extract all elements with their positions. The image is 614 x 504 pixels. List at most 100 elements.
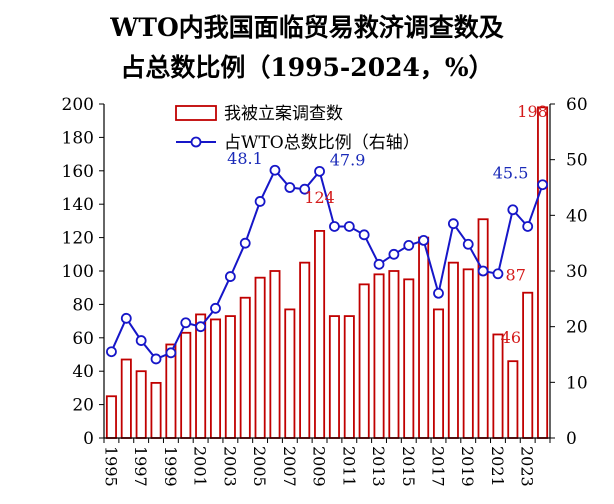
bar <box>447 261 459 439</box>
right-axis-tick-label: 50 <box>566 151 588 171</box>
x-axis-tick-label: 2007 <box>280 446 299 487</box>
bar <box>299 261 311 439</box>
right-axis: 0 10 20 30 40 50 60 <box>549 95 588 449</box>
left-axis-tick-label: 200 <box>62 95 94 115</box>
ratio-point <box>433 287 444 299</box>
bar <box>358 283 370 439</box>
left-axis-tick-label: 180 <box>62 128 94 148</box>
ratio-point <box>195 321 207 333</box>
legend-line-marker <box>190 136 202 148</box>
bar <box>314 230 326 439</box>
left-axis-tick-label: 100 <box>62 262 94 282</box>
ratio-point <box>165 347 177 359</box>
right-axis-tick-label: 60 <box>566 95 588 115</box>
left-axis-tick-label: 120 <box>62 229 94 249</box>
ratio-point <box>329 221 340 232</box>
bar <box>239 296 251 439</box>
right-axis-tick-label: 0 <box>566 429 577 449</box>
ratio-point <box>210 302 221 314</box>
x-axis-tick-label: 2009 <box>310 446 329 487</box>
chart-title-line1: WTO内我国面临贸易救济调查数及 <box>110 13 504 42</box>
ratio-point <box>537 179 548 191</box>
x-axis-tick-label: 2003 <box>220 446 239 487</box>
ratio-point <box>388 248 400 260</box>
bar <box>105 395 117 439</box>
left-axis-tick-label: 160 <box>62 162 94 182</box>
legend-bar-label: 我被立案调查数 <box>224 104 343 124</box>
x-axis-tick-label: 2019 <box>458 446 477 487</box>
line-data-label: 45.5 <box>493 164 529 183</box>
ratio-point <box>492 268 504 280</box>
line-series <box>106 164 548 365</box>
ratio-point <box>254 196 266 207</box>
left-axis-tick-label: 20 <box>72 396 94 416</box>
bar <box>269 270 281 439</box>
x-axis-tick-label: 2013 <box>369 446 388 487</box>
bar <box>522 291 534 439</box>
x-axis-tick-label: 2023 <box>518 446 537 487</box>
bar <box>462 268 474 439</box>
bar <box>224 315 236 439</box>
ratio-point <box>239 237 251 249</box>
bar-data-label: 87 <box>506 266 526 285</box>
ratio-point <box>269 164 281 176</box>
ratio-point <box>462 238 474 250</box>
x-axis-tick-label: 2021 <box>488 446 507 487</box>
right-axis-tick-label: 10 <box>566 373 588 393</box>
line-data-label: 48.1 <box>227 149 263 168</box>
left-axis-tick-label: 60 <box>72 329 94 349</box>
bar <box>195 313 207 439</box>
left-axis-tick-label: 80 <box>72 295 94 315</box>
data-labels: 124 46 87 198 48.1 47.9 45.5 <box>227 102 548 347</box>
ratio-point <box>522 221 534 232</box>
legend-line-label: 占WTO总数比例（右轴） <box>224 133 420 153</box>
x-axis-tick-label: 1999 <box>161 446 180 487</box>
x-axis-tick-label: 2005 <box>250 446 269 487</box>
ratio-point <box>477 265 489 277</box>
legend-bar-swatch <box>175 105 217 121</box>
bar <box>432 308 445 439</box>
bar-data-label: 124 <box>304 188 335 207</box>
ratio-point <box>150 353 162 365</box>
ratio-point <box>373 258 385 270</box>
bar <box>477 218 489 439</box>
x-axis-tick-label: 1995 <box>101 446 120 487</box>
right-axis-tick-label: 30 <box>566 262 588 282</box>
ratio-point <box>447 218 459 230</box>
ratio-point <box>180 317 192 329</box>
bar <box>492 333 504 439</box>
bar <box>343 315 355 439</box>
bar <box>209 318 222 439</box>
bar <box>180 331 192 439</box>
bar <box>150 381 162 439</box>
bar <box>373 273 385 439</box>
x-axis-tick-label: 2017 <box>429 446 448 487</box>
bar-data-label: 198 <box>517 102 548 121</box>
bar <box>537 106 549 439</box>
x-axis: 1995 1997 1999 2001 2003 2005 2007 2009 2011 2013… <box>101 437 551 487</box>
ratio-point <box>418 234 430 246</box>
left-axis-tick-label: 0 <box>83 429 94 449</box>
ratio-point <box>299 183 311 195</box>
x-axis-tick-label: 2015 <box>399 446 418 487</box>
left-axis-tick-label: 40 <box>72 362 94 382</box>
bar <box>403 278 415 439</box>
ratio-point <box>106 346 117 358</box>
bar <box>328 315 340 439</box>
ratio-point <box>403 239 415 251</box>
bar <box>388 270 400 439</box>
chart-title-line2: 占总数比例（1995-2024，%） <box>120 53 494 82</box>
ratio-point <box>507 204 519 216</box>
x-axis-tick-label: 1997 <box>131 446 150 487</box>
right-axis-tick-label: 40 <box>566 206 588 226</box>
bar <box>284 308 296 439</box>
bar <box>254 276 266 439</box>
bar <box>418 236 430 439</box>
left-axis-tick-label: 140 <box>62 195 94 215</box>
ratio-point <box>314 165 325 177</box>
ratio-point <box>343 221 355 232</box>
bar-series <box>105 106 549 439</box>
line-data-label: 47.9 <box>330 150 366 169</box>
